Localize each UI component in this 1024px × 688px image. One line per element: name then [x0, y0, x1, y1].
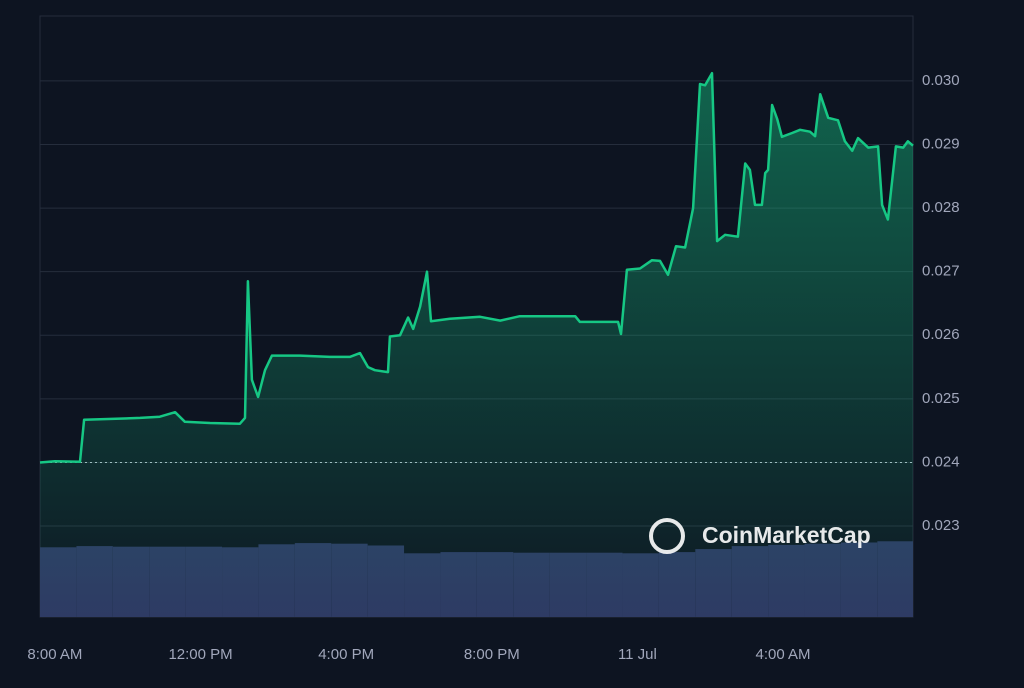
y-tick-label: 0.029 — [922, 135, 960, 152]
y-tick-label: 0.028 — [922, 199, 960, 216]
watermark-text: CoinMarketCap — [702, 522, 871, 548]
y-tick-label: 0.030 — [922, 72, 960, 89]
y-tick-label: 0.027 — [922, 263, 960, 280]
y-tick-label: 0.025 — [922, 390, 960, 407]
x-tick-label: 11 Jul — [618, 646, 657, 663]
price-line — [39, 71, 914, 464]
y-tick-label: 0.023 — [922, 517, 960, 534]
watermark: CoinMarketCap — [649, 518, 871, 554]
x-tick-label: 12:00 PM — [168, 646, 232, 663]
x-tick-label: 8:00 PM — [464, 646, 520, 663]
price-area — [40, 73, 913, 617]
x-tick-label: 8:00 AM — [27, 646, 82, 663]
x-tick-label: 4:00 PM — [318, 646, 374, 663]
x-tick-label: 4:00 AM — [756, 646, 811, 663]
y-tick-label: 0.024 — [922, 453, 960, 470]
logo — [649, 518, 685, 554]
y-tick-label: 0.026 — [922, 326, 960, 343]
